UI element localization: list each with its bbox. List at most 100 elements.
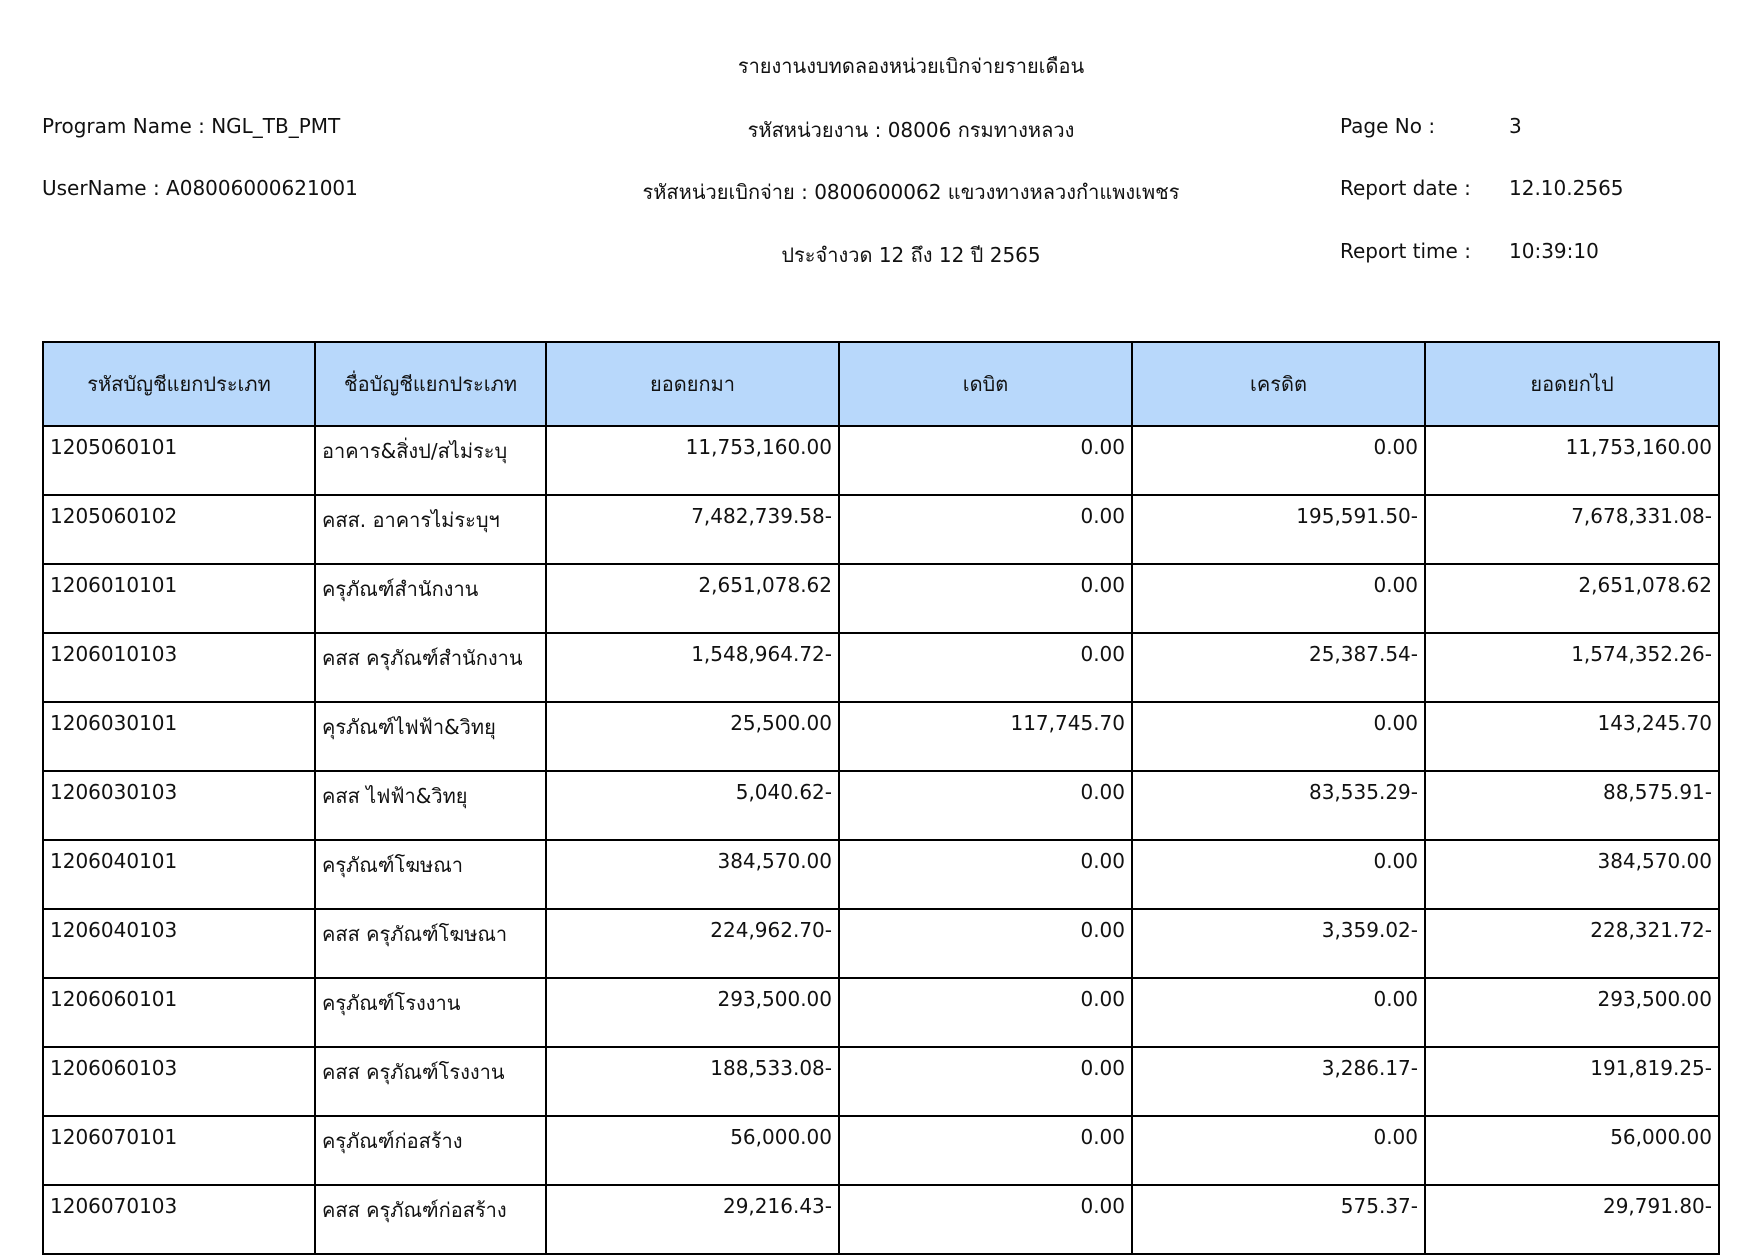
cell-closing-balance: 7,678,331.08-: [1424, 494, 1720, 565]
cell-opening-balance: 29,216.43-: [545, 1184, 840, 1255]
cell-account-name: ครุภัณฑ์โฆษณา: [314, 839, 547, 910]
cell-opening-balance: 5,040.62-: [545, 770, 840, 841]
cell-closing-balance: 293,500.00: [1424, 977, 1720, 1048]
cell-closing-balance: 2,651,078.62: [1424, 563, 1720, 634]
cell-debit: 117,745.70: [838, 701, 1133, 772]
cell-debit: 0.00: [838, 908, 1133, 979]
cell-credit: 83,535.29-: [1131, 770, 1426, 841]
table-row: 1206030103 คสส ไฟฟ้า&วิทยุ 5,040.62- 0.00 83…: [42, 770, 1720, 841]
cell-credit: 575.37-: [1131, 1184, 1426, 1255]
program-name: Program Name : NGL_TB_PMT: [42, 114, 341, 138]
cell-opening-balance: 188,533.08-: [545, 1046, 840, 1117]
table-row: 1205060101 อาคาร&สิ่งป/สไม่ระบุ 11,753,160…: [42, 425, 1720, 496]
column-header-closing-balance: ยอดยกไป: [1424, 341, 1720, 427]
column-header-account-name: ชื่อบัญชีแยกประเภท: [314, 341, 547, 427]
cell-account-code: 1206070103: [42, 1184, 316, 1255]
cell-opening-balance: 56,000.00: [545, 1115, 840, 1186]
cell-account-name: คสส ครุภัณฑ์โฆษณา: [314, 908, 547, 979]
cell-closing-balance: 228,321.72-: [1424, 908, 1720, 979]
cell-account-name: คสส. อาคารไม่ระบุฯ: [314, 494, 547, 565]
table-header-row: รหัสบัญชีแยกประเภท ชื่อบัญชีแยกประเภท ยอดย…: [42, 341, 1720, 427]
table-row: 1206040103 คสส ครุภัณฑ์โฆษณา 224,962.70- 0.…: [42, 908, 1720, 979]
cell-closing-balance: 143,245.70: [1424, 701, 1720, 772]
cell-debit: 0.00: [838, 494, 1133, 565]
cell-account-code: 1206030101: [42, 701, 316, 772]
cell-opening-balance: 25,500.00: [545, 701, 840, 772]
cell-closing-balance: 88,575.91-: [1424, 770, 1720, 841]
table-row: 1206060103 คสส ครุภัณฑ์โรงงาน 188,533.08- 0…: [42, 1046, 1720, 1117]
cell-opening-balance: 1,548,964.72-: [545, 632, 840, 703]
cell-credit: 3,286.17-: [1131, 1046, 1426, 1117]
cell-credit: 195,591.50-: [1131, 494, 1426, 565]
cell-debit: 0.00: [838, 1184, 1133, 1255]
report-time-label: Report time :: [1340, 239, 1471, 263]
cell-debit: 0.00: [838, 563, 1133, 634]
report-date-label: Report date :: [1340, 176, 1471, 200]
table-row: 1206040101 ครุภัณฑ์โฆษณา 384,570.00 0.00 0.0…: [42, 839, 1720, 910]
cell-account-code: 1206060101: [42, 977, 316, 1048]
report-time: 10:39:10: [1509, 239, 1599, 263]
column-header-opening-balance: ยอดยกมา: [545, 341, 840, 427]
cell-debit: 0.00: [838, 977, 1133, 1048]
column-header-account-code: รหัสบัญชีแยกประเภท: [42, 341, 316, 427]
cell-account-name: อาคาร&สิ่งป/สไม่ระบุ: [314, 425, 547, 496]
table-row: 1206070101 ครุภัณฑ์ก่อสร้าง 56,000.00 0.00 0…: [42, 1115, 1720, 1186]
cell-closing-balance: 56,000.00: [1424, 1115, 1720, 1186]
table-row: 1205060102 คสส. อาคารไม่ระบุฯ 7,482,739.58…: [42, 494, 1720, 565]
trial-balance-table: รหัสบัญชีแยกประเภท ชื่อบัญชีแยกประเภท ยอดย…: [42, 341, 1720, 1255]
cell-credit: 0.00: [1131, 563, 1426, 634]
cell-debit: 0.00: [838, 632, 1133, 703]
cell-account-name: ครุภัณฑ์สำนักงาน: [314, 563, 547, 634]
cell-account-code: 1206040103: [42, 908, 316, 979]
cell-account-code: 1206030103: [42, 770, 316, 841]
disbursing-unit: รหัสหน่วยเบิกจ่าย : 0800600062 แขวงทางหล…: [642, 180, 1180, 204]
cell-opening-balance: 11,753,160.00: [545, 425, 840, 496]
page-no: 3: [1509, 114, 1522, 138]
table-row: 1206010103 คสส ครุภัณฑ์สำนักงาน 1,548,964.…: [42, 632, 1720, 703]
cell-account-name: คสส ครุภัณฑ์ก่อสร้าง: [314, 1184, 547, 1255]
cell-account-code: 1206010101: [42, 563, 316, 634]
cell-opening-balance: 293,500.00: [545, 977, 840, 1048]
table-row: 1206010101 ครุภัณฑ์สำนักงาน 2,651,078.62 0.…: [42, 563, 1720, 634]
cell-opening-balance: 384,570.00: [545, 839, 840, 910]
cell-account-name: คสส ไฟฟ้า&วิทยุ: [314, 770, 547, 841]
cell-closing-balance: 384,570.00: [1424, 839, 1720, 910]
cell-closing-balance: 1,574,352.26-: [1424, 632, 1720, 703]
column-header-debit: เดบิต: [838, 341, 1133, 427]
cell-credit: 3,359.02-: [1131, 908, 1426, 979]
cell-account-code: 1205060102: [42, 494, 316, 565]
cell-credit: 0.00: [1131, 701, 1426, 772]
cell-credit: 0.00: [1131, 839, 1426, 910]
cell-account-name: คสส ครุภัณฑ์โรงงาน: [314, 1046, 547, 1117]
table-row: 1206060101 ครุภัณฑ์โรงงาน 293,500.00 0.00 0.…: [42, 977, 1720, 1048]
cell-closing-balance: 29,791.80-: [1424, 1184, 1720, 1255]
cell-debit: 0.00: [838, 1046, 1133, 1117]
table-row: 1206030101 คุรภัณฑ์ไฟฟ้า&วิทยุ 25,500.00 11…: [42, 701, 1720, 772]
cell-credit: 0.00: [1131, 1115, 1426, 1186]
cell-credit: 0.00: [1131, 425, 1426, 496]
cell-account-code: 1206070101: [42, 1115, 316, 1186]
cell-opening-balance: 7,482,739.58-: [545, 494, 840, 565]
cell-account-code: 1205060101: [42, 425, 316, 496]
report-date: 12.10.2565: [1509, 176, 1624, 200]
cell-credit: 0.00: [1131, 977, 1426, 1048]
user-name: UserName : A08006000621001: [42, 176, 358, 200]
cell-account-name: ครุภัณฑ์โรงงาน: [314, 977, 547, 1048]
cell-account-name: คสส ครุภัณฑ์สำนักงาน: [314, 632, 547, 703]
cell-debit: 0.00: [838, 770, 1133, 841]
cell-debit: 0.00: [838, 1115, 1133, 1186]
report-title: รายงานงบทดลองหน่วยเบิกจ่ายรายเดือน: [737, 54, 1085, 78]
table-row: 1206070103 คสส ครุภัณฑ์ก่อสร้าง 29,216.43-…: [42, 1184, 1720, 1255]
cell-account-name: ครุภัณฑ์ก่อสร้าง: [314, 1115, 547, 1186]
agency-code: รหัสหน่วยงาน : 08006 กรมทางหลวง: [747, 118, 1075, 142]
cell-credit: 25,387.54-: [1131, 632, 1426, 703]
cell-account-name: คุรภัณฑ์ไฟฟ้า&วิทยุ: [314, 701, 547, 772]
cell-account-code: 1206060103: [42, 1046, 316, 1117]
cell-account-code: 1206010103: [42, 632, 316, 703]
cell-opening-balance: 2,651,078.62: [545, 563, 840, 634]
cell-account-code: 1206040101: [42, 839, 316, 910]
cell-debit: 0.00: [838, 839, 1133, 910]
column-header-credit: เครดิต: [1131, 341, 1426, 427]
cell-debit: 0.00: [838, 425, 1133, 496]
cell-opening-balance: 224,962.70-: [545, 908, 840, 979]
